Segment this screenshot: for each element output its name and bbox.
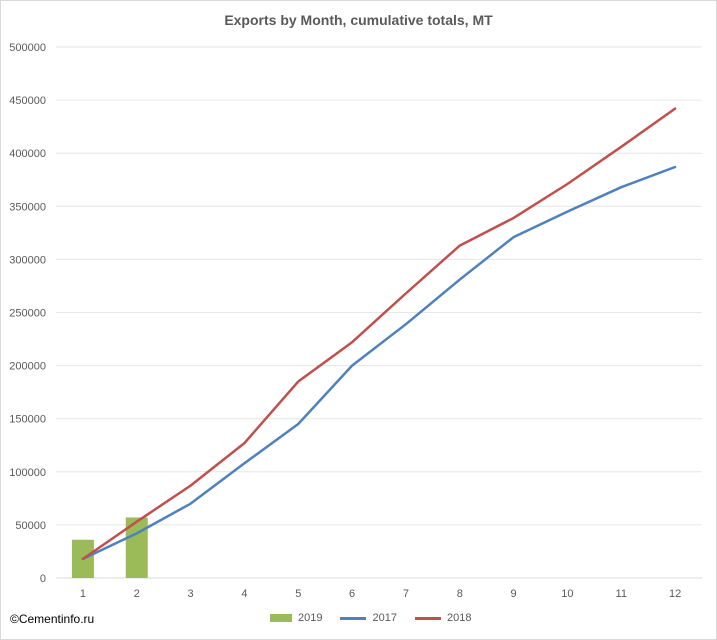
x-tick-label: 7 [403,588,409,600]
x-tick-label: 1 [80,588,86,600]
legend-swatch-2018 [414,616,441,620]
y-tick-label: 400000 [9,148,46,160]
y-axis-ticks: 0 50000 100000 150000 200000 250000 300000 3500… [9,42,46,585]
x-tick-label: 9 [511,588,517,600]
y-tick-label: 50000 [15,520,46,532]
x-tick-label: 3 [188,588,194,600]
bar-series [71,517,148,578]
line-series-2018 [81,107,677,561]
legend-item-2018: 2018 [414,612,472,624]
legend-item-2019: 2019 [270,612,322,624]
x-tick-label: 10 [561,588,573,600]
copyright-text: ©Cementinfo.ru [10,612,95,626]
line-series-2017 [81,165,677,561]
legend-item-2017: 2017 [340,612,397,624]
x-tick-label: 4 [241,588,247,600]
y-tick-label: 500000 [9,42,46,54]
x-tick-label: 12 [669,588,681,600]
x-tick-label: 11 [616,588,627,600]
y-tick-label: 100000 [9,467,46,479]
legend-label-2019: 2019 [298,612,323,624]
legend-label-2018: 2018 [446,612,472,624]
legend-label-2017: 2017 [372,612,397,624]
y-tick-label: 250000 [9,308,46,320]
x-axis-ticks: 1 2 3 4 5 6 7 8 9 10 11 12 [80,588,681,600]
y-tick-label: 300000 [9,254,46,266]
y-tick-label: 0 [40,573,46,585]
gridlines [56,46,702,579]
chart-title: Exports by Month, cumulative totals, MT [224,12,493,28]
line-series [81,107,677,561]
legend-swatch-2017 [340,616,367,620]
bar-2019-2 [125,517,148,578]
legend-swatch-2019 [270,614,292,622]
x-tick-label: 6 [349,588,355,600]
y-tick-label: 450000 [9,95,46,107]
y-tick-label: 200000 [9,361,46,373]
legend: 2019 2017 2018 [270,612,471,624]
y-tick-label: 150000 [9,414,46,426]
x-tick-label: 8 [457,588,463,600]
y-tick-label: 350000 [9,201,46,213]
x-tick-label: 5 [295,588,301,600]
x-tick-label: 2 [134,588,140,600]
